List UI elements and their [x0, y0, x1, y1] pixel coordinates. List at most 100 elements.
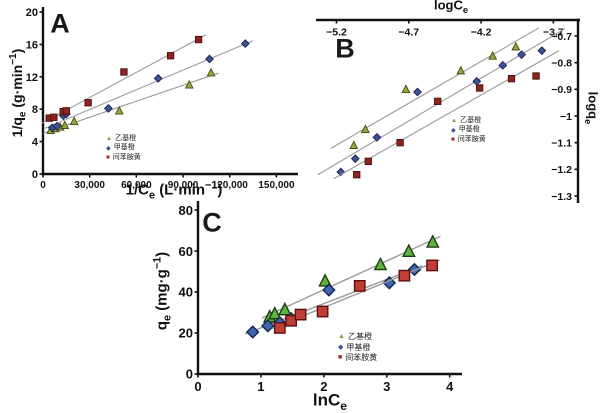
data-point — [69, 116, 79, 125]
trend-line — [330, 27, 540, 149]
tick-label: 120,000 — [212, 180, 249, 191]
data-point — [316, 305, 329, 318]
data-point — [350, 154, 360, 164]
legend-label: 乙基橙 — [460, 117, 482, 124]
tick-label: −4.7 — [398, 27, 419, 39]
series-2 — [271, 259, 441, 334]
tick-label: −1.2 — [551, 164, 572, 176]
data-point — [114, 105, 124, 115]
data-point — [318, 273, 332, 287]
tick-label: 80 — [179, 203, 193, 218]
panel-label-c: C — [202, 207, 222, 238]
legend-item-1: ◆ 甲基橙 — [106, 144, 141, 152]
chart-a-plot: 0 30,000 60,000 90,000 120,000 150,000 0 4 8 12 16… — [26, 7, 298, 191]
tick-label: 150,000 — [258, 180, 295, 191]
legend-item-1: ◆ 甲基橙 — [451, 126, 486, 134]
data-point — [511, 41, 521, 51]
data-point — [184, 79, 194, 89]
tick-label: 4 — [32, 137, 39, 149]
甲基橙-marker-glyph: ◆ — [451, 126, 456, 134]
series-2 — [333, 50, 560, 180]
tick-label: −3.7 — [543, 27, 564, 39]
legend-label: 甲基橙 — [113, 144, 135, 152]
series-1 — [244, 262, 423, 339]
data-point — [398, 269, 411, 282]
tick-label: 60,000 — [121, 180, 152, 191]
legend-item-2: ■ 间苯胺黄 — [451, 136, 486, 144]
chart-b-x-axis-label: logCe — [433, 0, 469, 16]
data-point — [401, 84, 411, 93]
chart-c-legend: ▲ 乙基橙 ◆ 甲基橙 ■ 间苯胺黄 — [338, 332, 377, 363]
data-point — [166, 52, 175, 60]
data-point — [336, 167, 346, 177]
tick-label: 60 — [179, 244, 193, 259]
乙基橙-marker-glyph: ▲ — [451, 117, 458, 125]
tick-label: 40 — [179, 285, 193, 300]
data-point — [413, 87, 422, 97]
tick-label: 16 — [26, 39, 38, 51]
chart-a-legend: ▲ 乙基橙 ◆ 甲基橙 ■ 间苯胺黄 — [106, 135, 141, 162]
data-point — [425, 234, 440, 248]
legend-item-1: ◆ 甲基橙 — [338, 343, 377, 353]
series-1 — [44, 39, 253, 133]
data-point — [456, 65, 466, 75]
data-point — [353, 171, 361, 179]
data-point — [372, 132, 382, 142]
tick-label: 2 — [320, 379, 327, 394]
tick-label: 0 — [194, 379, 201, 394]
series-0 — [261, 234, 441, 323]
chart-b-legend: ▲ 乙基橙 ◆ 甲基橙 ■ 间苯胺黄 — [451, 117, 486, 144]
legend-label: 乙基橙 — [347, 332, 372, 341]
tick-label: 4 — [446, 379, 454, 394]
legend-label: 间苯胺黄 — [457, 135, 486, 143]
data-point — [84, 99, 92, 107]
series-0 — [43, 67, 219, 134]
axes: 0 30,000 60,000 90,000 120,000 150,000 0 4 8 12 16… — [26, 7, 298, 191]
data-point — [103, 103, 113, 113]
data-point — [240, 39, 250, 49]
data-point — [532, 72, 540, 80]
panel-label-a: A — [50, 8, 70, 39]
间苯胺黄-marker-glyph: ■ — [451, 135, 455, 143]
tick-label: −4.2 — [471, 27, 492, 39]
data-point — [261, 319, 275, 333]
data-point — [267, 306, 282, 320]
data-point — [206, 67, 216, 77]
data-point — [349, 140, 359, 149]
data-point — [401, 243, 416, 257]
trend-line — [43, 72, 219, 134]
data-point — [285, 314, 298, 327]
tick-label: −5.2 — [326, 27, 347, 39]
tick-label: −0.9 — [551, 84, 572, 96]
data-point — [475, 84, 484, 92]
data-point — [205, 54, 214, 64]
chart-b: −5.2 −4.7 −4.2 −3.7 −0.7 −0.8 −0.9 −1 −1.1 −1.2 −1… — [314, 0, 600, 212]
chart-c-x-axis-label: lnCe — [312, 390, 348, 413]
data-point — [273, 322, 286, 334]
tick-label: 20 — [26, 7, 38, 19]
data-point — [396, 139, 404, 147]
data-point — [277, 301, 292, 316]
legend-label: 间苯胺黄 — [345, 353, 378, 363]
chart-c-y-axis-label: qe (mg·g−1) — [151, 251, 174, 331]
data-point — [294, 308, 307, 321]
tick-label: 30,000 — [74, 180, 105, 191]
data-point — [52, 121, 62, 131]
甲基橙-marker-glyph: ◆ — [338, 343, 344, 351]
data-point — [488, 51, 498, 60]
data-point — [322, 283, 336, 297]
data-point — [507, 75, 516, 83]
data-point — [194, 35, 203, 44]
data-point — [62, 107, 70, 115]
data-point — [360, 124, 370, 133]
tick-label: 12 — [26, 72, 38, 84]
legend-label: 乙基橙 — [115, 135, 137, 142]
chart-c: 0 1 2 3 4 0 20 40 60 80 C qe (mg·g−1) lnCe ▲ 乙基橙 ◆ 甲… — [146, 196, 476, 413]
tick-label: −1.3 — [551, 191, 572, 203]
data-point — [245, 325, 260, 339]
legend-item-2: ■ 间苯胺黄 — [106, 154, 141, 162]
data-point — [517, 50, 527, 60]
tick-label: 1 — [257, 379, 264, 394]
乙基橙-marker-glyph: ▲ — [106, 135, 113, 143]
